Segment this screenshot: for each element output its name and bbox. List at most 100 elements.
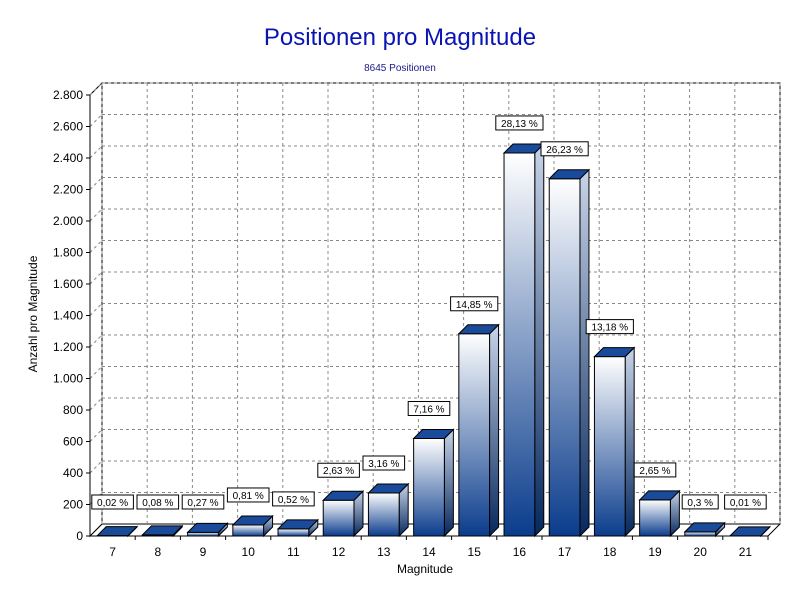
x-tick-label: 11 (287, 545, 300, 559)
data-label-box (362, 455, 406, 471)
data-label-box (540, 141, 589, 157)
bar-17 (548, 168, 591, 538)
y-tick-label: 800 (63, 403, 83, 417)
data-label-13: 3,16 % (362, 455, 406, 471)
data-label-text: 2,63 % (323, 466, 354, 477)
bar-side (443, 428, 454, 538)
x-tick-label: 20 (694, 545, 708, 559)
bar-13 (367, 482, 410, 538)
data-label-9: 0,27 % (181, 494, 225, 510)
bar-20 (683, 521, 726, 538)
x-tick-label: 14 (422, 545, 436, 559)
bar-top (412, 429, 455, 440)
y-tick-label: 1.000 (53, 372, 83, 386)
bar-11 (276, 518, 319, 538)
data-label-box (407, 401, 451, 417)
bar-front (187, 531, 219, 537)
data-label-16: 28,13 % (495, 115, 544, 131)
data-label-7: 0,02 % (91, 494, 134, 510)
bar-front (322, 499, 355, 537)
data-label-14: 7,16 % (407, 401, 451, 417)
x-tick-label: 7 (109, 545, 116, 559)
bar-front (548, 178, 581, 537)
data-label-text: 0,52 % (278, 495, 309, 506)
y-tick-label: 1.600 (53, 277, 83, 291)
data-label-text: 13,18 % (591, 323, 628, 334)
grid-line-h-side (89, 271, 103, 285)
grid-line-h-side (89, 366, 103, 379)
grid-line-h-side (89, 208, 103, 222)
data-label-text: 3,16 % (368, 459, 399, 470)
grid-line-h-side (89, 177, 103, 190)
grid-line-h-side (89, 397, 103, 411)
data-label-box (272, 491, 315, 507)
bar-front (367, 492, 400, 537)
data-labels: 0,02 % 0,08 % 0,27 % 0,81 % 0,52 % 2,63 % 3,16… (91, 115, 767, 510)
grid-line-h-side (89, 429, 103, 442)
bar-16 (502, 142, 545, 538)
bars (96, 142, 771, 538)
data-label-text: 14,85 % (456, 300, 493, 311)
bar-top (186, 522, 229, 533)
x-tick-label: 19 (648, 545, 662, 559)
data-label-box (181, 494, 225, 510)
bar-top (367, 483, 410, 494)
bar-front (458, 333, 491, 537)
data-label-8: 0,08 % (136, 494, 180, 510)
bar-top (141, 525, 184, 536)
data-label-text: 2,65 % (639, 466, 670, 477)
y-tick-label: 2.000 (53, 214, 83, 228)
x-tick-label: 10 (242, 545, 256, 559)
y-axis-ticks: 0 200 400 600 800 1.000 1.200 1.400 1.600 1.800 2.… (53, 88, 90, 543)
y-tick-label: 1.800 (53, 246, 83, 260)
y-tick-label: 1.200 (53, 340, 83, 354)
data-label-text: 0,3 % (687, 498, 713, 509)
x-axis-label: Magnitude (397, 562, 453, 576)
bar-top (638, 490, 681, 501)
bar-top (96, 526, 139, 537)
bar-18 (593, 346, 636, 538)
bar-front (232, 524, 265, 537)
y-tick-label: 1.400 (53, 309, 83, 323)
bar-side (489, 323, 500, 538)
bar-top (548, 169, 591, 180)
data-label-text: 0,27 % (187, 498, 218, 509)
y-tick-label: 200 (63, 498, 83, 512)
bar-21 (728, 525, 771, 538)
bar-front (593, 356, 626, 537)
x-tick-label: 21 (739, 545, 753, 559)
bar-side (624, 346, 635, 538)
bar-top (457, 324, 500, 335)
bar-front (639, 499, 671, 537)
data-label-box (495, 115, 544, 131)
x-tick-label: 12 (332, 545, 346, 559)
y-tick-label: 2.400 (53, 151, 83, 165)
data-label-18: 13,18 % (585, 319, 634, 335)
bar-front (684, 531, 717, 537)
y-tick-label: 0 (76, 529, 83, 543)
data-label-20: 0,3 % (681, 494, 719, 510)
data-label-text: 0,02 % (97, 498, 128, 509)
x-tick-label: 13 (377, 545, 391, 559)
data-label-19: 2,65 % (633, 462, 677, 478)
data-label-box (136, 494, 180, 510)
grid-line-h-side (89, 334, 103, 348)
chart-subtitle: 8645 Positionen (364, 63, 436, 74)
x-tick-label: 16 (513, 545, 527, 559)
data-label-box (681, 494, 719, 510)
bar-side (579, 168, 590, 538)
data-label-text: 7,16 % (413, 405, 444, 416)
y-tick-label: 400 (63, 466, 83, 480)
x-axis-ticks: 7 8 9 10 11 12 13 14 15 16 17 18 19 20 21 (109, 536, 769, 559)
data-label-box (585, 319, 634, 335)
grid-line-h-side (89, 460, 103, 474)
bar-9 (186, 522, 229, 538)
grid-line-h-side (89, 82, 103, 96)
data-label-21: 0,01 % (724, 494, 767, 510)
data-label-box (724, 494, 767, 510)
data-label-10: 0,81 % (226, 487, 270, 503)
data-label-17: 26,23 % (540, 141, 589, 157)
bar-10 (231, 514, 274, 538)
bar-12 (322, 490, 365, 538)
grid-line-h-side (89, 145, 103, 159)
